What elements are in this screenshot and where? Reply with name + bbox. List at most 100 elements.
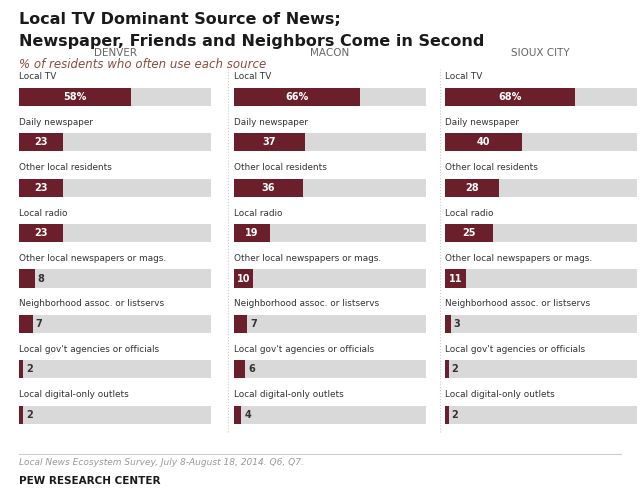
- Bar: [234, 179, 303, 197]
- Text: 10: 10: [236, 273, 250, 284]
- Text: 36: 36: [261, 183, 275, 193]
- Text: PEW RESEARCH CENTER: PEW RESEARCH CENTER: [19, 476, 161, 486]
- Bar: [19, 315, 33, 333]
- Bar: [234, 88, 426, 106]
- Text: 6: 6: [248, 364, 255, 375]
- Text: 58%: 58%: [63, 92, 86, 102]
- Bar: [19, 179, 63, 197]
- Text: 2: 2: [26, 410, 33, 420]
- Bar: [445, 224, 493, 242]
- Text: Local radio: Local radio: [234, 209, 282, 218]
- Bar: [234, 270, 253, 288]
- Bar: [19, 224, 63, 242]
- Bar: [19, 315, 211, 333]
- Bar: [234, 88, 360, 106]
- Text: Daily newspaper: Daily newspaper: [19, 118, 93, 127]
- Bar: [19, 224, 211, 242]
- Text: 23: 23: [35, 137, 48, 147]
- Bar: [19, 133, 63, 151]
- Text: 40: 40: [476, 137, 490, 147]
- Text: Neighborhood assoc. or listservs: Neighborhood assoc. or listservs: [234, 300, 379, 308]
- Bar: [19, 133, 211, 151]
- Bar: [19, 270, 211, 288]
- Text: SIOUX CITY: SIOUX CITY: [511, 48, 570, 58]
- Text: Neighborhood assoc. or listservs: Neighborhood assoc. or listservs: [19, 300, 164, 308]
- Bar: [234, 315, 426, 333]
- Bar: [445, 88, 637, 106]
- Text: Other local residents: Other local residents: [19, 163, 112, 172]
- Bar: [445, 270, 637, 288]
- Bar: [445, 179, 499, 197]
- Text: % of residents who often use each source: % of residents who often use each source: [19, 58, 266, 71]
- Bar: [234, 133, 305, 151]
- Text: Neighborhood assoc. or listservs: Neighborhood assoc. or listservs: [445, 300, 590, 308]
- Text: Local gov't agencies or officials: Local gov't agencies or officials: [445, 345, 585, 354]
- Text: Other local newspapers or mags.: Other local newspapers or mags.: [445, 254, 592, 263]
- Text: 2: 2: [26, 364, 33, 375]
- Text: Local radio: Local radio: [19, 209, 68, 218]
- Bar: [445, 360, 449, 379]
- Bar: [234, 179, 426, 197]
- Text: 8: 8: [37, 273, 44, 284]
- Text: Daily newspaper: Daily newspaper: [445, 118, 519, 127]
- Text: 3: 3: [453, 319, 460, 329]
- Text: 28: 28: [465, 183, 479, 193]
- Bar: [234, 315, 247, 333]
- Bar: [445, 88, 575, 106]
- Bar: [445, 270, 466, 288]
- Bar: [445, 360, 637, 379]
- Bar: [19, 360, 211, 379]
- Bar: [445, 179, 637, 197]
- Text: Local TV: Local TV: [19, 72, 56, 82]
- Bar: [234, 360, 245, 379]
- Text: Local gov't agencies or officials: Local gov't agencies or officials: [234, 345, 374, 354]
- Text: 25: 25: [462, 228, 476, 238]
- Text: 37: 37: [262, 137, 276, 147]
- Text: Local TV: Local TV: [445, 72, 482, 82]
- Bar: [445, 224, 637, 242]
- Bar: [445, 315, 637, 333]
- Bar: [234, 224, 426, 242]
- Text: MACON: MACON: [310, 48, 349, 58]
- Text: 7: 7: [250, 319, 257, 329]
- Text: Other local residents: Other local residents: [234, 163, 326, 172]
- Text: Local radio: Local radio: [445, 209, 493, 218]
- Text: Local digital-only outlets: Local digital-only outlets: [234, 390, 343, 399]
- Bar: [234, 406, 241, 424]
- Text: Local News Ecosystem Survey, July 8-August 18, 2014. Q6, Q7.: Local News Ecosystem Survey, July 8-Augu…: [19, 458, 304, 466]
- Text: Other local newspapers or mags.: Other local newspapers or mags.: [234, 254, 381, 263]
- Text: Local digital-only outlets: Local digital-only outlets: [19, 390, 129, 399]
- Bar: [445, 406, 449, 424]
- Text: 68%: 68%: [499, 92, 522, 102]
- Bar: [445, 315, 451, 333]
- Text: 4: 4: [244, 410, 251, 420]
- Bar: [19, 88, 131, 106]
- Bar: [445, 133, 522, 151]
- Bar: [445, 406, 637, 424]
- Text: 2: 2: [452, 410, 458, 420]
- Bar: [234, 133, 426, 151]
- Bar: [234, 360, 426, 379]
- Text: Local digital-only outlets: Local digital-only outlets: [445, 390, 554, 399]
- Text: Local TV Dominant Source of News;: Local TV Dominant Source of News;: [19, 12, 341, 27]
- Text: 2: 2: [452, 364, 458, 375]
- Text: Other local newspapers or mags.: Other local newspapers or mags.: [19, 254, 166, 263]
- Text: Other local residents: Other local residents: [445, 163, 538, 172]
- Text: DENVER: DENVER: [93, 48, 137, 58]
- Bar: [19, 270, 35, 288]
- Bar: [19, 406, 211, 424]
- Bar: [234, 406, 426, 424]
- Bar: [19, 360, 23, 379]
- Bar: [19, 406, 23, 424]
- Text: 11: 11: [449, 273, 462, 284]
- Bar: [234, 224, 270, 242]
- Bar: [19, 88, 211, 106]
- Bar: [19, 179, 211, 197]
- Bar: [445, 133, 637, 151]
- Text: 66%: 66%: [285, 92, 308, 102]
- Text: Newspaper, Friends and Neighbors Come in Second: Newspaper, Friends and Neighbors Come in…: [19, 34, 484, 50]
- Bar: [234, 270, 426, 288]
- Text: Daily newspaper: Daily newspaper: [234, 118, 308, 127]
- Text: 23: 23: [35, 228, 48, 238]
- Text: Local gov't agencies or officials: Local gov't agencies or officials: [19, 345, 159, 354]
